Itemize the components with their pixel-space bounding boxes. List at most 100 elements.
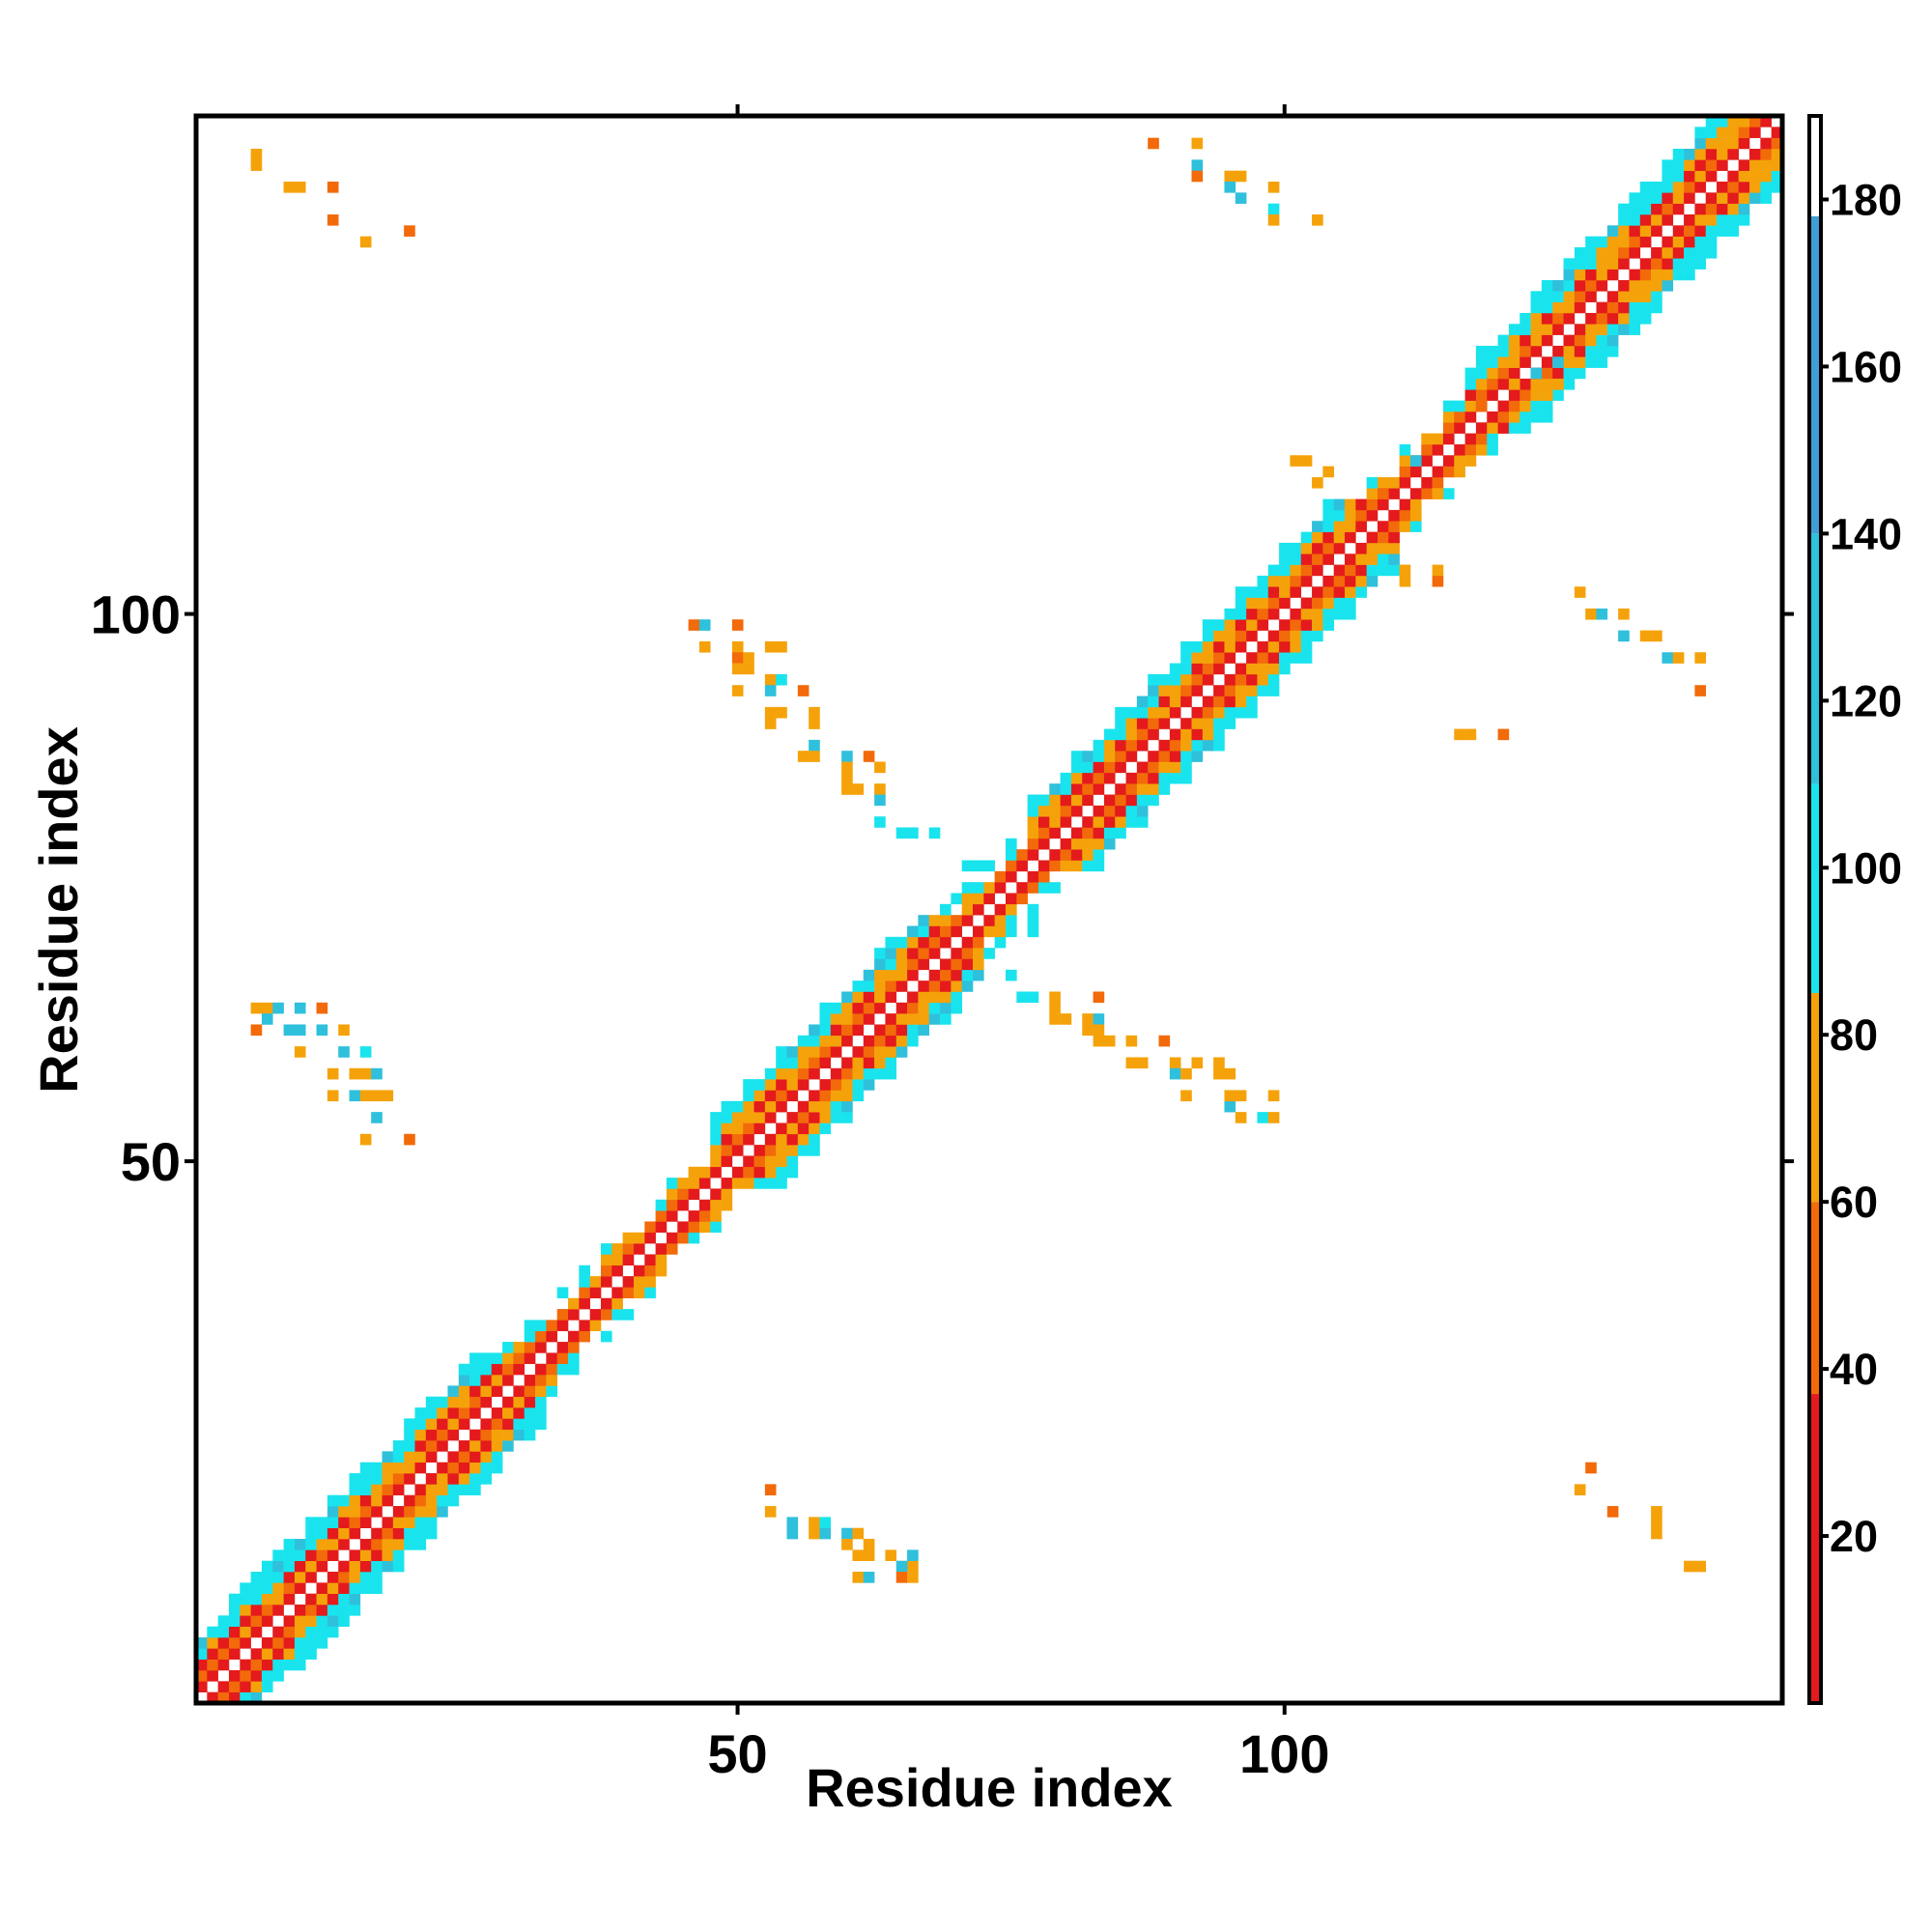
heatmap-cell xyxy=(240,1582,251,1594)
heatmap-cell xyxy=(1060,794,1072,807)
heatmap-cell xyxy=(644,1232,656,1244)
heatmap-cell xyxy=(294,1626,306,1638)
heatmap-cell xyxy=(907,1549,919,1561)
heatmap-cell xyxy=(1103,728,1116,741)
heatmap-cell xyxy=(513,1342,526,1353)
heatmap-cell xyxy=(1464,728,1477,741)
heatmap-cell xyxy=(907,1560,919,1573)
heatmap-cell xyxy=(404,1133,415,1146)
heatmap-cell xyxy=(1606,1506,1619,1518)
heatmap-cell xyxy=(359,1133,372,1146)
heatmap-cell xyxy=(1684,159,1695,171)
heatmap-cell xyxy=(1552,312,1564,325)
heatmap-cell xyxy=(425,1440,438,1452)
heatmap-cell xyxy=(404,1494,415,1507)
heatmap-cell xyxy=(1290,542,1302,554)
heatmap-cell xyxy=(885,1057,897,1069)
heatmap-cell xyxy=(1596,269,1608,281)
heatmap-cell xyxy=(1213,619,1225,631)
heatmap-cell xyxy=(1409,498,1422,511)
heatmap-cell xyxy=(907,1035,919,1047)
heatmap-cell xyxy=(776,1166,787,1179)
heatmap-cell xyxy=(1596,246,1608,259)
heatmap-cell xyxy=(1213,696,1225,708)
heatmap-cell xyxy=(841,1090,853,1102)
heatmap-cell xyxy=(1694,181,1707,193)
heatmap-cell xyxy=(1378,554,1389,565)
heatmap-cell xyxy=(764,1112,777,1123)
heatmap-cell xyxy=(1049,783,1061,795)
heatmap-cell xyxy=(1672,203,1685,215)
heatmap-cell xyxy=(1093,805,1105,817)
heatmap-cell xyxy=(1070,751,1083,762)
heatmap-cell xyxy=(458,1451,470,1463)
heatmap-cell xyxy=(1125,805,1138,817)
heatmap-cell xyxy=(1333,509,1346,522)
heatmap-cell xyxy=(1366,498,1378,511)
heatmap-cell xyxy=(994,870,1007,883)
heatmap-cell xyxy=(1224,181,1236,193)
heatmap-cell xyxy=(1684,148,1695,160)
heatmap-cell xyxy=(940,958,952,971)
heatmap-cell xyxy=(1290,652,1302,664)
heatmap-cell xyxy=(305,1549,317,1561)
colorbar-segment xyxy=(1809,992,1821,1203)
y-tick-label: 50 xyxy=(121,1131,181,1192)
heatmap-cell xyxy=(797,685,810,696)
heatmap-cell xyxy=(1037,870,1050,883)
heatmap-cell xyxy=(1574,246,1586,259)
heatmap-cell xyxy=(1158,673,1171,686)
heatmap-cell xyxy=(1235,192,1247,204)
heatmap-cell xyxy=(776,673,787,686)
heatmap-cell xyxy=(622,1276,635,1288)
heatmap-cell xyxy=(272,1593,284,1605)
heatmap-cell xyxy=(809,1100,820,1113)
heatmap-cell xyxy=(404,1527,415,1540)
heatmap-cell xyxy=(425,1484,438,1496)
heatmap-cell xyxy=(1487,367,1498,380)
heatmap-cell xyxy=(885,969,897,981)
heatmap-cell xyxy=(261,1615,273,1627)
heatmap-cell xyxy=(1651,279,1662,292)
heatmap-cell xyxy=(1213,728,1225,741)
heatmap-cell xyxy=(951,925,962,938)
colorbar-segment xyxy=(1809,116,1821,216)
heatmap-cell xyxy=(688,1178,700,1189)
heatmap-cell xyxy=(1115,805,1126,817)
heatmap-cell xyxy=(1497,367,1510,380)
heatmap-cell xyxy=(1705,137,1718,150)
heatmap-cell xyxy=(1738,116,1750,128)
heatmap-cell xyxy=(874,794,886,807)
heatmap-cell xyxy=(1213,1057,1225,1069)
heatmap-cell xyxy=(1224,673,1236,686)
heatmap-cell xyxy=(1213,685,1225,696)
heatmap-cell xyxy=(1224,640,1236,653)
heatmap-cell xyxy=(1300,542,1313,554)
heatmap-cell xyxy=(1530,345,1543,357)
heatmap-cell xyxy=(1475,389,1488,401)
heatmap-cell xyxy=(1366,554,1378,565)
heatmap-cell xyxy=(874,1024,886,1037)
heatmap-cell xyxy=(1684,192,1695,204)
heatmap-cell xyxy=(425,1429,438,1441)
heatmap-cell xyxy=(250,1691,263,1704)
heatmap-cell xyxy=(1530,324,1543,335)
heatmap-cell xyxy=(1082,761,1094,774)
heatmap-cell xyxy=(764,1067,777,1080)
heatmap-cell xyxy=(1530,389,1543,401)
heatmap-cell xyxy=(819,1079,832,1091)
heatmap-cell xyxy=(1312,619,1323,631)
heatmap-cell xyxy=(961,903,974,916)
heatmap-cell xyxy=(797,1079,810,1091)
heatmap-cell xyxy=(294,1572,306,1583)
heatmap-cell xyxy=(786,1112,799,1123)
heatmap-cell xyxy=(1312,476,1323,489)
heatmap-cell xyxy=(1552,389,1564,401)
heatmap-cell xyxy=(502,1375,514,1386)
heatmap-cell xyxy=(1552,324,1564,335)
heatmap-cell xyxy=(1508,422,1520,434)
heatmap-cell xyxy=(961,882,974,894)
heatmap-cell xyxy=(349,1484,361,1496)
heatmap-cell xyxy=(863,1046,875,1058)
heatmap-cell xyxy=(437,1396,448,1408)
